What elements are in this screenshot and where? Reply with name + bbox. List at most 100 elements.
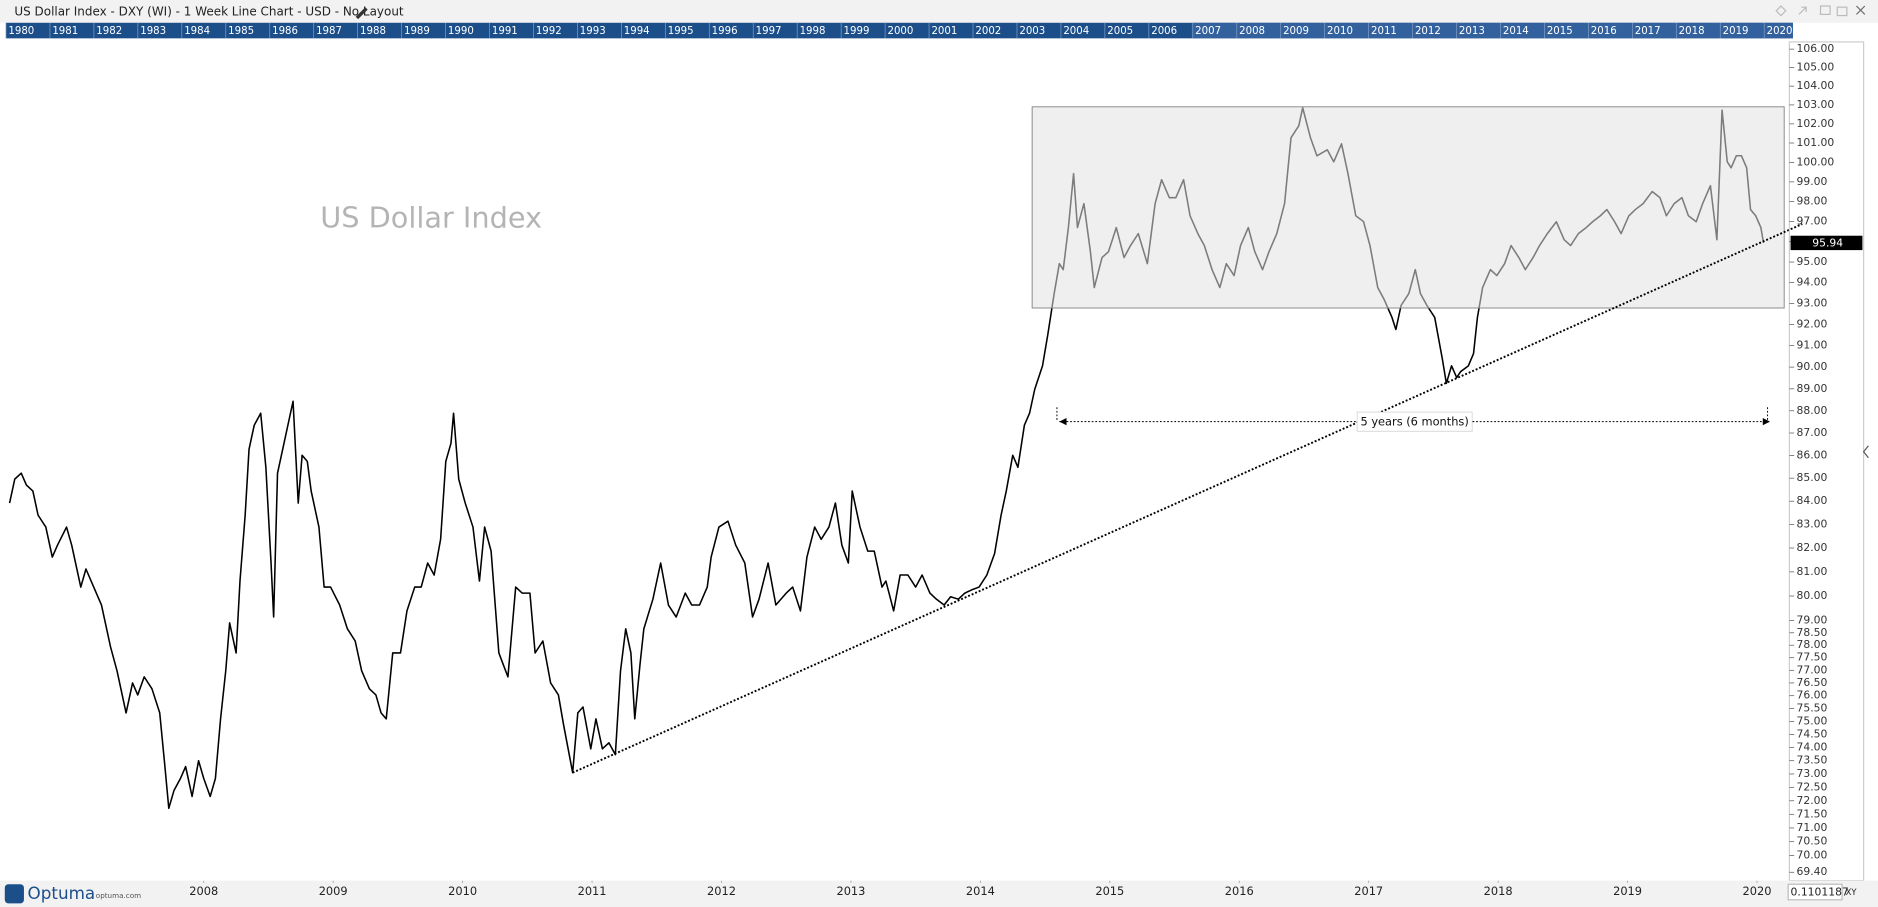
close-icon[interactable]	[1856, 5, 1866, 15]
navigator-year: 2017	[1635, 26, 1661, 37]
icon[interactable]	[1775, 5, 1787, 17]
y-tick-label: 90.00	[1797, 360, 1828, 373]
y-tick-label: 104.00	[1797, 79, 1835, 92]
brand-url: optuma.com	[96, 891, 141, 900]
y-tick-label: 99.00	[1797, 175, 1828, 188]
navigator-year: 1991	[492, 26, 518, 37]
y-tick-label: 95.00	[1797, 255, 1828, 268]
y-tick-label: 103.00	[1797, 98, 1835, 111]
y-tick-label: 84.00	[1797, 494, 1828, 507]
y-tick-label: 106.00	[1797, 42, 1835, 55]
navigator-year: 1982	[96, 26, 122, 37]
navigator-year: 2010	[1327, 26, 1353, 37]
y-tick-label: 73.00	[1797, 767, 1828, 780]
navigator-year: 2020	[1767, 26, 1793, 37]
series-line	[8, 106, 1765, 810]
plot: 5 years (6 months)	[8, 106, 1803, 810]
window-title: US Dollar Index - DXY (WI) - 1 Week Line…	[14, 4, 404, 18]
navigator-year: 1998	[800, 26, 826, 37]
y-tick-label: 75.50	[1797, 702, 1828, 715]
navigator-year: 2015	[1547, 26, 1573, 37]
title-bar	[0, 0, 1878, 23]
navigator-year: 2005	[1107, 26, 1133, 37]
y-tick-label: 78.50	[1797, 626, 1828, 639]
navigator-year: 1981	[52, 26, 78, 37]
x-tick-label: 2010	[448, 884, 477, 898]
y-tick-label: 74.00	[1797, 741, 1828, 754]
navigator-year: 2014	[1503, 26, 1529, 37]
y-tick-label: 102.00	[1797, 117, 1835, 130]
y-tick-label: 91.00	[1797, 339, 1828, 352]
edit-icon[interactable]	[355, 7, 368, 20]
x-tick-label: 2008	[189, 884, 218, 898]
navigator-year: 2000	[887, 26, 913, 37]
y-tick-label: 72.50	[1797, 780, 1828, 793]
navigator-year: 2013	[1459, 26, 1485, 37]
y-tick-label: 81.00	[1797, 565, 1828, 578]
navigator-year: 2004	[1063, 26, 1089, 37]
x-tick-label: 2020	[1743, 884, 1772, 898]
y-tick-label: 82.00	[1797, 541, 1828, 554]
window-controls	[1775, 5, 1866, 17]
icon[interactable]	[1798, 6, 1807, 15]
y-tick-label: 69.40	[1797, 865, 1828, 878]
y-tick-label: 89.00	[1797, 382, 1828, 395]
y-tick-label: 71.50	[1797, 807, 1828, 820]
x-tick-label: 2012	[707, 884, 736, 898]
y-tick-label: 105.00	[1797, 61, 1835, 74]
navigator-year: 1980	[8, 26, 34, 37]
last-value-label: 95.94	[1812, 237, 1843, 250]
y-tick-label: 77.00	[1797, 663, 1828, 676]
y-tick-label: 72.00	[1797, 794, 1828, 807]
mode[interactable]: XY	[1846, 887, 1858, 897]
y-tick-label: 86.00	[1797, 448, 1828, 461]
navigator-year: 2018	[1679, 26, 1705, 37]
navigator-year: 2003	[1019, 26, 1045, 37]
logo-icon	[4, 884, 24, 904]
icon[interactable]	[1819, 5, 1831, 15]
x-tick-label: 2015	[1095, 884, 1124, 898]
y-tick-label: 100.00	[1797, 155, 1835, 168]
y-tick-label: 79.00	[1797, 613, 1828, 626]
x-tick-label: 2009	[319, 884, 348, 898]
navigator-year: 1988	[360, 26, 386, 37]
measure-label-box	[1356, 411, 1473, 432]
navigator-window[interactable]	[1191, 22, 1793, 39]
y-tick-label: 83.00	[1797, 517, 1828, 530]
y-tick-label: 76.50	[1797, 676, 1828, 689]
collapse-arrow[interactable]	[1862, 445, 1869, 459]
navigator-year: 1996	[712, 26, 738, 37]
navigator-year: 1984	[184, 26, 210, 37]
measure-arrow	[1762, 418, 1770, 426]
y-tick-label: 80.00	[1797, 589, 1828, 602]
measure-label: 5 years (6 months)	[1360, 415, 1468, 429]
brand: Optuma	[28, 883, 96, 903]
navigator-year: 2009	[1283, 26, 1309, 37]
navigator-year: 1987	[316, 26, 342, 37]
y-tick-label: 85.00	[1797, 471, 1828, 484]
last-value-tag	[1790, 235, 1863, 251]
range-box	[1031, 106, 1785, 309]
navigator-year: 2012	[1415, 26, 1441, 37]
y-tick-label: 76.00	[1797, 689, 1828, 702]
y-tick-label: 92.00	[1797, 317, 1828, 330]
navigator-year: 1992	[536, 26, 562, 37]
cursor-value: 0.1101187	[1791, 886, 1849, 899]
navigator-year: 2008	[1239, 26, 1265, 37]
icon[interactable]	[1836, 6, 1848, 17]
y-tick-label: 88.00	[1797, 404, 1828, 417]
navigator-labels: 1980 1981 1982 1983 1984 1985 1986 1987 1988 1989…	[5, 22, 1793, 39]
y-tick-label: 70.50	[1797, 835, 1828, 848]
navigator-year: 1990	[448, 26, 474, 37]
measure-arrow	[1059, 418, 1067, 426]
navigator-year: 1989	[404, 26, 430, 37]
y-tick-label: 98.00	[1797, 195, 1828, 208]
y-tick-label: 73.50	[1797, 754, 1828, 767]
y-tick-label: 93.00	[1797, 296, 1828, 309]
navigator-year: 1994	[624, 26, 650, 37]
y-tick-label: 87.00	[1797, 426, 1828, 439]
x-tick-label: 2017	[1354, 884, 1383, 898]
navigator-year: 1986	[272, 26, 298, 37]
chart-title: US Dollar Index	[320, 200, 542, 234]
